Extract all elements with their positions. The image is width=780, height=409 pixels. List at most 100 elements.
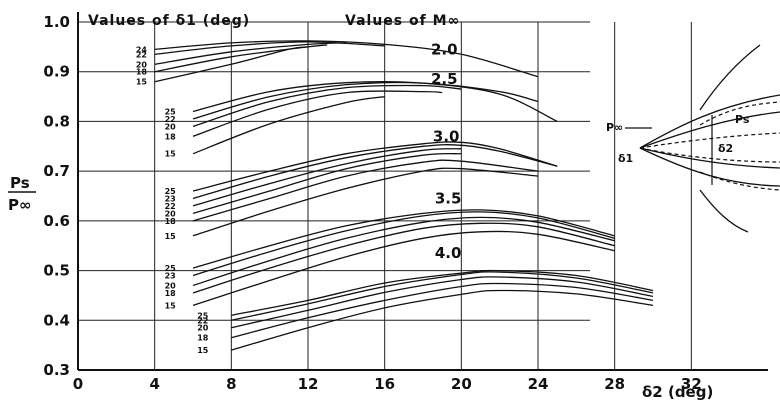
mach-label: 3.0 bbox=[433, 127, 460, 145]
series-line-m2.0-d18 bbox=[154, 44, 328, 73]
series-line-m3.0-d25 bbox=[192, 141, 558, 192]
sketch-centerbody bbox=[639, 132, 780, 149]
inlet-sketch: P∞ Ps δ1 δ2 bbox=[606, 44, 780, 233]
series-line-m2.0-d15 bbox=[154, 46, 309, 83]
delta1-label: 15 bbox=[165, 301, 177, 310]
series-line-m2.5-d15 bbox=[192, 95, 385, 155]
series-line-m3.0-d23 bbox=[192, 144, 558, 200]
mach-label: 4.0 bbox=[435, 244, 462, 262]
sketch-upper-dash bbox=[699, 101, 780, 126]
delta1-label: 25 bbox=[197, 311, 209, 320]
series-line-m2.0-d20 bbox=[154, 42, 347, 65]
delta1-label: 15 bbox=[136, 78, 148, 87]
delta1-label: 18 bbox=[165, 132, 177, 141]
series-line-m3.0-d22 bbox=[192, 148, 462, 207]
sketch-label-d2: δ2 bbox=[718, 142, 733, 155]
series-line-m2.5-d25 bbox=[192, 80, 558, 122]
series-line-m3.0-d18 bbox=[192, 159, 539, 222]
mach-label: 2.0 bbox=[431, 40, 458, 58]
delta1-label: 15 bbox=[165, 150, 177, 159]
x-tick-label: 24 bbox=[528, 375, 549, 393]
y-tick-label: 0.9 bbox=[43, 63, 70, 81]
delta1-label: 15 bbox=[197, 346, 209, 355]
delta1-label: 22 bbox=[165, 115, 176, 124]
series-line-m2.5-d22 bbox=[192, 81, 539, 120]
y-tick-label: 0.6 bbox=[43, 212, 70, 230]
series-line-m4.0-d18 bbox=[231, 282, 654, 339]
sketch-lower-dash bbox=[699, 171, 780, 191]
x-tick-label: 32 bbox=[681, 375, 702, 393]
sketch-label-p-inf: P∞ bbox=[606, 121, 623, 134]
delta1-label: 22 bbox=[165, 202, 176, 211]
delta1-label: 23 bbox=[165, 194, 176, 203]
x-tick-label: 16 bbox=[374, 375, 395, 393]
series-line-m4.0-d22 bbox=[231, 271, 654, 321]
series-line-m2.5-d18 bbox=[192, 90, 443, 137]
series-line-m3.5-d20 bbox=[192, 216, 615, 287]
ylabel-denominator: P∞ bbox=[8, 196, 32, 214]
delta1-label: 20 bbox=[136, 60, 148, 69]
delta1-label: 25 bbox=[165, 264, 177, 273]
y-tick-label: 0.3 bbox=[43, 361, 70, 379]
sketch-centerbody-low bbox=[639, 147, 780, 163]
series-line-m3.5-d23 bbox=[192, 211, 615, 277]
sketch-shock-lower bbox=[699, 189, 749, 233]
mach-label: 2.5 bbox=[431, 70, 458, 88]
series-line-m4.0-d15 bbox=[231, 289, 654, 351]
delta1-label: 18 bbox=[197, 334, 209, 343]
xlabel: δ2 (deg) bbox=[642, 383, 713, 401]
x-tick-label: 0 bbox=[73, 375, 83, 393]
y-tick-label: 0.5 bbox=[43, 262, 70, 280]
delta1-label: 24 bbox=[136, 45, 148, 54]
series-line-m3.0-d15 bbox=[192, 167, 539, 237]
sketch-lower-inner bbox=[639, 147, 780, 169]
sketch-upper-outer bbox=[639, 94, 780, 149]
delta1-label: 20 bbox=[165, 281, 177, 290]
delta1-label: 18 bbox=[165, 217, 177, 226]
delta1-label: 25 bbox=[165, 187, 177, 196]
sketch-label-ps: Ps bbox=[735, 113, 750, 126]
series-line-m3.5-d15 bbox=[192, 230, 615, 307]
series-line-m3.0-d20 bbox=[192, 152, 462, 215]
mach-label: 3.5 bbox=[435, 189, 462, 207]
x-tick-label: 20 bbox=[451, 375, 472, 393]
delta1-label: 15 bbox=[165, 232, 177, 241]
delta1-label: 20 bbox=[165, 209, 177, 218]
sketch-shock-upper bbox=[699, 44, 761, 111]
x-tick-label: 12 bbox=[298, 375, 319, 393]
series-line-m2.0-d24 bbox=[154, 40, 539, 78]
header-mach: Values of M∞ bbox=[345, 13, 460, 29]
y-tick-label: 0.7 bbox=[43, 162, 70, 180]
header-delta1: Values of δ1 (deg) bbox=[88, 13, 250, 29]
series-line-m4.0-d25 bbox=[231, 269, 654, 316]
delta1-label: 22 bbox=[136, 50, 147, 59]
x-tick-label: 4 bbox=[149, 375, 159, 393]
series-line-m2.5-d20 bbox=[192, 84, 462, 128]
series-line-m4.0-d20 bbox=[231, 276, 654, 329]
y-tick-label: 1.0 bbox=[43, 13, 70, 31]
ylabel-numerator: Ps bbox=[10, 174, 30, 192]
delta1-label: 23 bbox=[165, 272, 176, 281]
grid bbox=[77, 12, 768, 371]
y-tick-label: 0.4 bbox=[43, 311, 70, 329]
x-tick-label: 8 bbox=[226, 375, 236, 393]
x-tick-label: 28 bbox=[604, 375, 625, 393]
sketch-upper-inner bbox=[639, 111, 780, 149]
y-tick-label: 0.8 bbox=[43, 112, 70, 130]
delta1-label: 20 bbox=[165, 122, 177, 131]
delta1-label: 18 bbox=[136, 68, 148, 77]
series-line-m3.5-d25 bbox=[192, 209, 615, 269]
delta1-label: 18 bbox=[165, 289, 177, 298]
delta1-label: 25 bbox=[165, 107, 177, 116]
tick-labels: 0 4 8 12 16 20 24 28 32 0.3 0.4 0.5 0.6 0.7 0.8 0.9 1.0 bbox=[43, 13, 701, 393]
delta1-label: 20 bbox=[197, 324, 209, 333]
sketch-label-d1: δ1 bbox=[618, 152, 633, 165]
delta1-label: 22 bbox=[197, 316, 208, 325]
series-line-m2.0-d22 bbox=[154, 41, 385, 55]
